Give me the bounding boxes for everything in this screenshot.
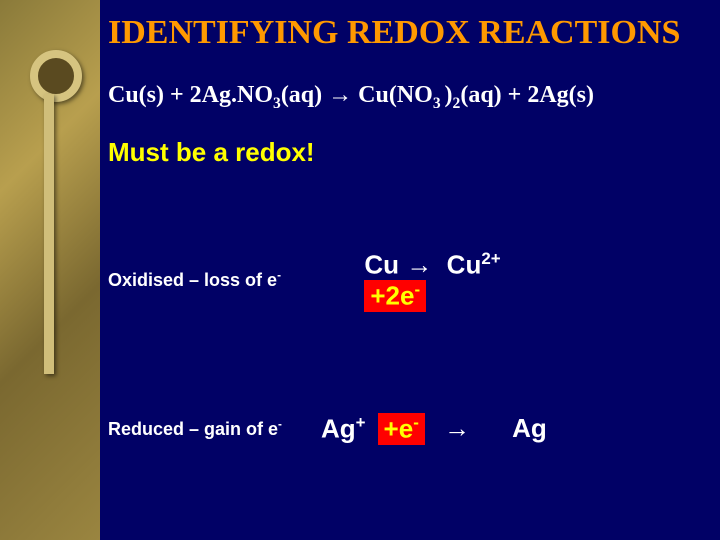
label-text: Oxidised – loss of e <box>108 270 277 290</box>
oxidised-row: Oxidised – loss of e- Cu → Cu2+ +2e- <box>108 218 708 343</box>
hl-text: +e <box>384 414 414 444</box>
eq-part: (aq) + 2Ag(s) <box>460 82 594 108</box>
species: Cu <box>364 249 406 279</box>
eq-sub: 3 <box>273 95 281 112</box>
reduced-reaction: Ag+ +e- → Ag <box>321 413 547 445</box>
eq-part: (aq) <box>281 82 328 108</box>
key-decorative-image <box>0 0 100 540</box>
hl-text: +2e <box>370 281 414 311</box>
label-sup: - <box>278 418 282 431</box>
hl-sup: - <box>414 280 420 299</box>
electron-highlight: +2e- <box>364 280 426 312</box>
hl-sup: - <box>413 413 419 432</box>
main-equation: Cu(s) + 2Ag.NO3(aq) → Cu(NO3 )2(aq) + 2A… <box>108 82 708 113</box>
charge-sup: + <box>356 413 366 432</box>
electron-highlight: +e- <box>378 413 425 445</box>
reduced-label: Reduced – gain of e- <box>108 418 293 440</box>
species: Ag+ <box>321 413 366 445</box>
arrow-icon: → <box>437 413 470 444</box>
eq-part: Cu(s) + 2Ag.NO <box>108 82 273 108</box>
oxidised-reaction: Cu → Cu2+ +2e- <box>321 218 501 343</box>
arrow-icon: → <box>406 249 432 279</box>
charge-sup: 2+ <box>481 249 500 268</box>
reduced-row: Reduced – gain of e- Ag+ +e- → Ag <box>108 413 708 445</box>
eq-part: ) <box>445 82 453 108</box>
species: Ag <box>512 413 547 444</box>
species: Cu <box>432 249 481 279</box>
ag-text: Ag <box>321 414 356 444</box>
oxidised-label: Oxidised – loss of e- <box>108 269 293 291</box>
label-text: Reduced – gain of e <box>108 419 278 439</box>
eq-part: Cu(NO <box>352 82 433 108</box>
slide-subtitle: Must be a redox! <box>108 137 708 168</box>
slide-content: IDENTIFYING REDOX REACTIONS Cu(s) + 2Ag.… <box>108 14 708 445</box>
eq-sub: 3 <box>433 95 445 112</box>
label-sup: - <box>277 269 281 282</box>
slide-title: IDENTIFYING REDOX REACTIONS <box>108 14 708 52</box>
arrow-icon: → <box>328 82 352 108</box>
